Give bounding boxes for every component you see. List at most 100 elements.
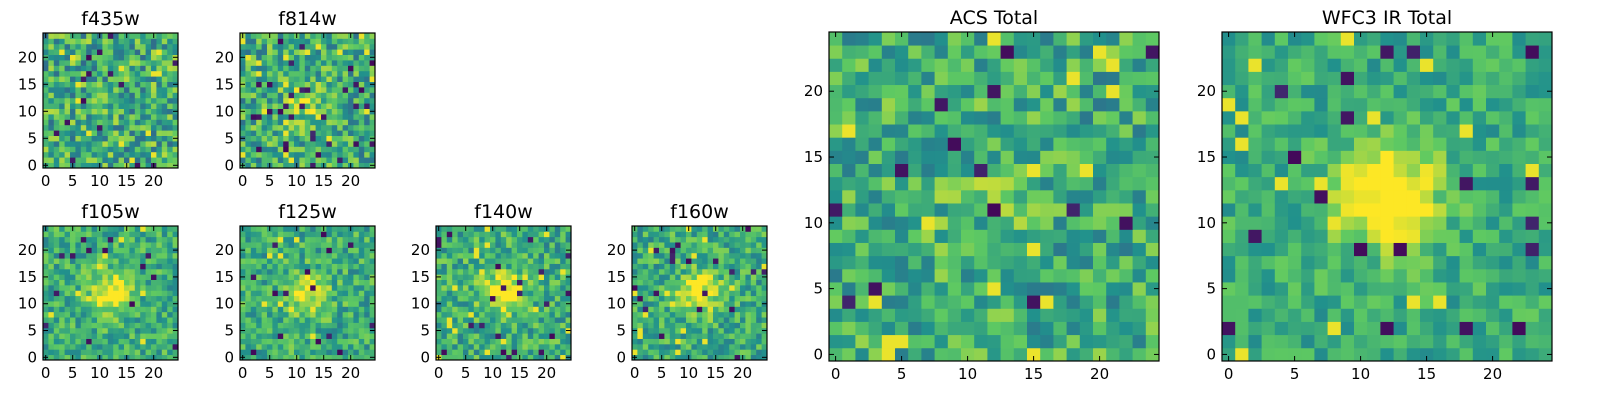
heatmap-cell (881, 124, 896, 138)
heatmap-cell (304, 258, 311, 264)
heatmap-cell (277, 258, 284, 264)
heatmap-cell (549, 301, 556, 307)
heatmap-cell (353, 354, 360, 361)
heatmap-cell (868, 71, 883, 86)
heatmap-cell (713, 236, 719, 243)
heatmap-cell (315, 242, 322, 248)
heatmap-cell (294, 97, 300, 104)
heatmap-cell (53, 258, 60, 264)
heatmap-cell (321, 317, 327, 323)
heatmap-cell (881, 334, 896, 349)
heatmap-cell (468, 317, 475, 323)
heatmap-cell (1000, 334, 1015, 349)
heatmap-cell (664, 338, 671, 345)
heatmap-cell (1538, 255, 1553, 270)
heatmap-cell (369, 333, 376, 339)
heatmap-cell (1354, 216, 1368, 230)
heatmap-cell (1340, 347, 1355, 362)
heatmap-cell (288, 231, 295, 238)
heatmap-cell (452, 252, 458, 259)
heatmap-cell (1119, 282, 1133, 296)
heatmap-cell (1145, 150, 1160, 164)
heatmap-cell (756, 258, 762, 264)
heatmap-cell (1472, 203, 1487, 217)
heatmap-cell (107, 135, 114, 142)
heatmap-cell (43, 43, 49, 50)
heatmap-cell (479, 327, 485, 334)
heatmap-cell (283, 70, 289, 77)
heatmap-cell (436, 343, 442, 350)
heatmap-cell (348, 301, 354, 307)
heatmap-cell (961, 124, 975, 138)
heatmap-cell (288, 333, 295, 339)
heatmap-cell (261, 226, 268, 232)
heatmap-cell (696, 327, 703, 334)
heatmap-cell (1459, 347, 1474, 362)
heatmap-cell (342, 306, 349, 313)
heatmap-cell (331, 87, 338, 93)
heatmap-cell (369, 114, 376, 120)
heatmap-cell (1106, 334, 1120, 349)
heatmap-cell (729, 268, 735, 275)
heatmap-cell (261, 97, 268, 104)
heatmap-cell (436, 311, 442, 318)
heatmap-cell (75, 333, 82, 339)
heatmap-cell (1446, 203, 1460, 217)
heatmap-cell (70, 258, 76, 264)
heatmap-cell (675, 268, 681, 275)
heatmap-cell (868, 97, 883, 112)
heatmap-cell (1459, 203, 1474, 217)
heatmap-cell (59, 81, 65, 88)
heatmap-cell (974, 268, 988, 283)
heatmap-cell (272, 124, 279, 131)
heatmap-cell (1040, 163, 1054, 178)
heatmap-cell (129, 70, 136, 77)
heatmap-cell (745, 258, 752, 264)
heatmap-cell (734, 322, 741, 329)
heatmap-cell (167, 81, 173, 88)
heatmap-cell (151, 322, 157, 329)
heatmap-cell (353, 119, 360, 126)
heatmap-cell (653, 338, 660, 345)
heatmap-cell (468, 301, 475, 307)
heatmap-cell (299, 226, 306, 232)
heatmap-cell (326, 301, 333, 307)
heatmap-cell (517, 322, 523, 329)
heatmap-cell (533, 322, 539, 329)
heatmap-cell (961, 150, 975, 164)
heatmap-cell (310, 157, 316, 163)
heatmap-cell (364, 354, 370, 361)
heatmap-cell (86, 141, 92, 147)
heatmap-cell (64, 124, 71, 131)
heatmap-cell (1367, 282, 1381, 296)
heatmap-cell (145, 141, 152, 147)
heatmap-cell (1248, 282, 1262, 296)
heatmap-cell (64, 38, 71, 45)
heatmap-cell (250, 119, 257, 126)
heatmap-cell (283, 231, 289, 238)
heatmap-cell (506, 301, 512, 307)
heatmap-cell (118, 274, 125, 280)
heatmap-cell (151, 231, 157, 238)
heatmap-cell (1301, 229, 1315, 243)
heatmap-cell (457, 231, 464, 238)
heatmap-cell (134, 65, 141, 72)
heatmap-cell (310, 97, 316, 104)
heatmap-cell (468, 284, 475, 291)
heatmap-cell (129, 354, 136, 361)
heatmap-cell (1314, 308, 1328, 322)
heatmap-cell (680, 274, 687, 280)
heatmap-cell (134, 54, 141, 61)
heatmap-cell (140, 162, 146, 169)
heatmap-cell (53, 92, 60, 99)
heatmap-cell (729, 295, 735, 302)
heatmap-cell (560, 252, 566, 259)
heatmap-cell (750, 231, 757, 238)
heatmap-cell (1486, 268, 1500, 283)
heatmap-cell (718, 279, 725, 286)
heatmap-cell (91, 338, 98, 345)
heatmap-cell (256, 279, 262, 286)
heatmap-cell (299, 141, 306, 147)
heatmap-cell (560, 290, 566, 297)
heatmap-cell (829, 216, 843, 230)
